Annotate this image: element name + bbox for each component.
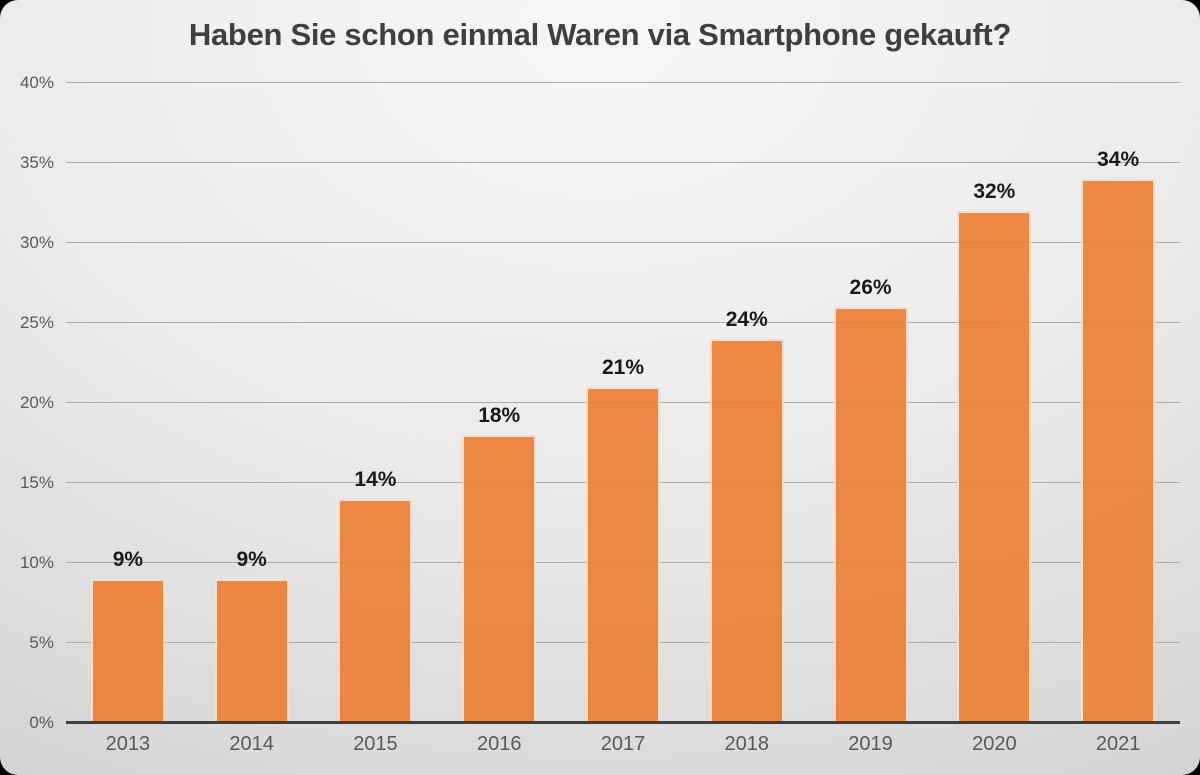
bar-2016 (462, 435, 537, 723)
y-tick-label-5: 5% (29, 633, 54, 652)
gridline-35 (66, 162, 1180, 163)
x-axis: 2013 2014 2015 2016 2017 2018 2019 2020 2021 (66, 733, 1180, 763)
x-tick-label-2013: 2013 (105, 733, 151, 755)
bar-2013 (90, 579, 165, 723)
bar-2019 (833, 307, 908, 723)
plot-area: 9% 9% 14% 18% 21% 24% 26% 32% 34% (66, 82, 1180, 724)
bar-2017 (586, 387, 660, 723)
x-tick-label-2018: 2018 (724, 733, 770, 755)
x-axis-line (66, 721, 1180, 724)
x-tick-label-2016: 2016 (476, 733, 522, 755)
data-label-2015: 14% (354, 468, 397, 491)
gridline-25 (66, 322, 1180, 323)
gridline-30 (66, 242, 1180, 243)
x-tick-label-2020: 2020 (972, 733, 1017, 755)
x-tick-label-2021: 2021 (1095, 733, 1141, 755)
data-label-2021: 34% (1097, 148, 1140, 171)
y-tick-label-15: 15% (19, 473, 54, 492)
data-label-2020: 32% (973, 180, 1016, 203)
y-axis: 0% 5% 10% 15% 20% 25% 30% 35% 40% (0, 73, 54, 732)
bar-2014 (214, 579, 289, 723)
data-label-2013: 9% (112, 548, 144, 571)
y-tick-label-10: 10% (19, 553, 54, 572)
x-tick-label-2014: 2014 (229, 733, 274, 755)
y-tick-label-35: 35% (19, 153, 54, 172)
bar-2021 (1081, 179, 1156, 723)
data-label-2016: 18% (478, 404, 521, 427)
x-tick-label-2015: 2015 (353, 733, 398, 755)
y-tick-label-20: 20% (19, 393, 54, 412)
y-tick-label-25: 25% (19, 313, 54, 332)
data-label-2014: 9% (236, 548, 267, 571)
y-tick-label-40: 40% (19, 73, 54, 92)
data-label-2017: 21% (601, 356, 645, 379)
data-label-2018: 24% (725, 308, 768, 331)
x-tick-label-2017: 2017 (600, 733, 646, 755)
gridline-40 (66, 82, 1180, 83)
y-tick-label-30: 30% (19, 233, 54, 252)
y-tick-label-0: 0% (29, 713, 54, 732)
chart-title: Haben Sie schon einmal Waren via Smartph… (188, 17, 1012, 52)
bar-2020 (957, 211, 1032, 723)
data-label-2019: 26% (849, 276, 892, 299)
x-tick-label-2019: 2019 (848, 733, 893, 755)
bar-2015 (338, 499, 413, 723)
bar-2018 (709, 339, 784, 723)
